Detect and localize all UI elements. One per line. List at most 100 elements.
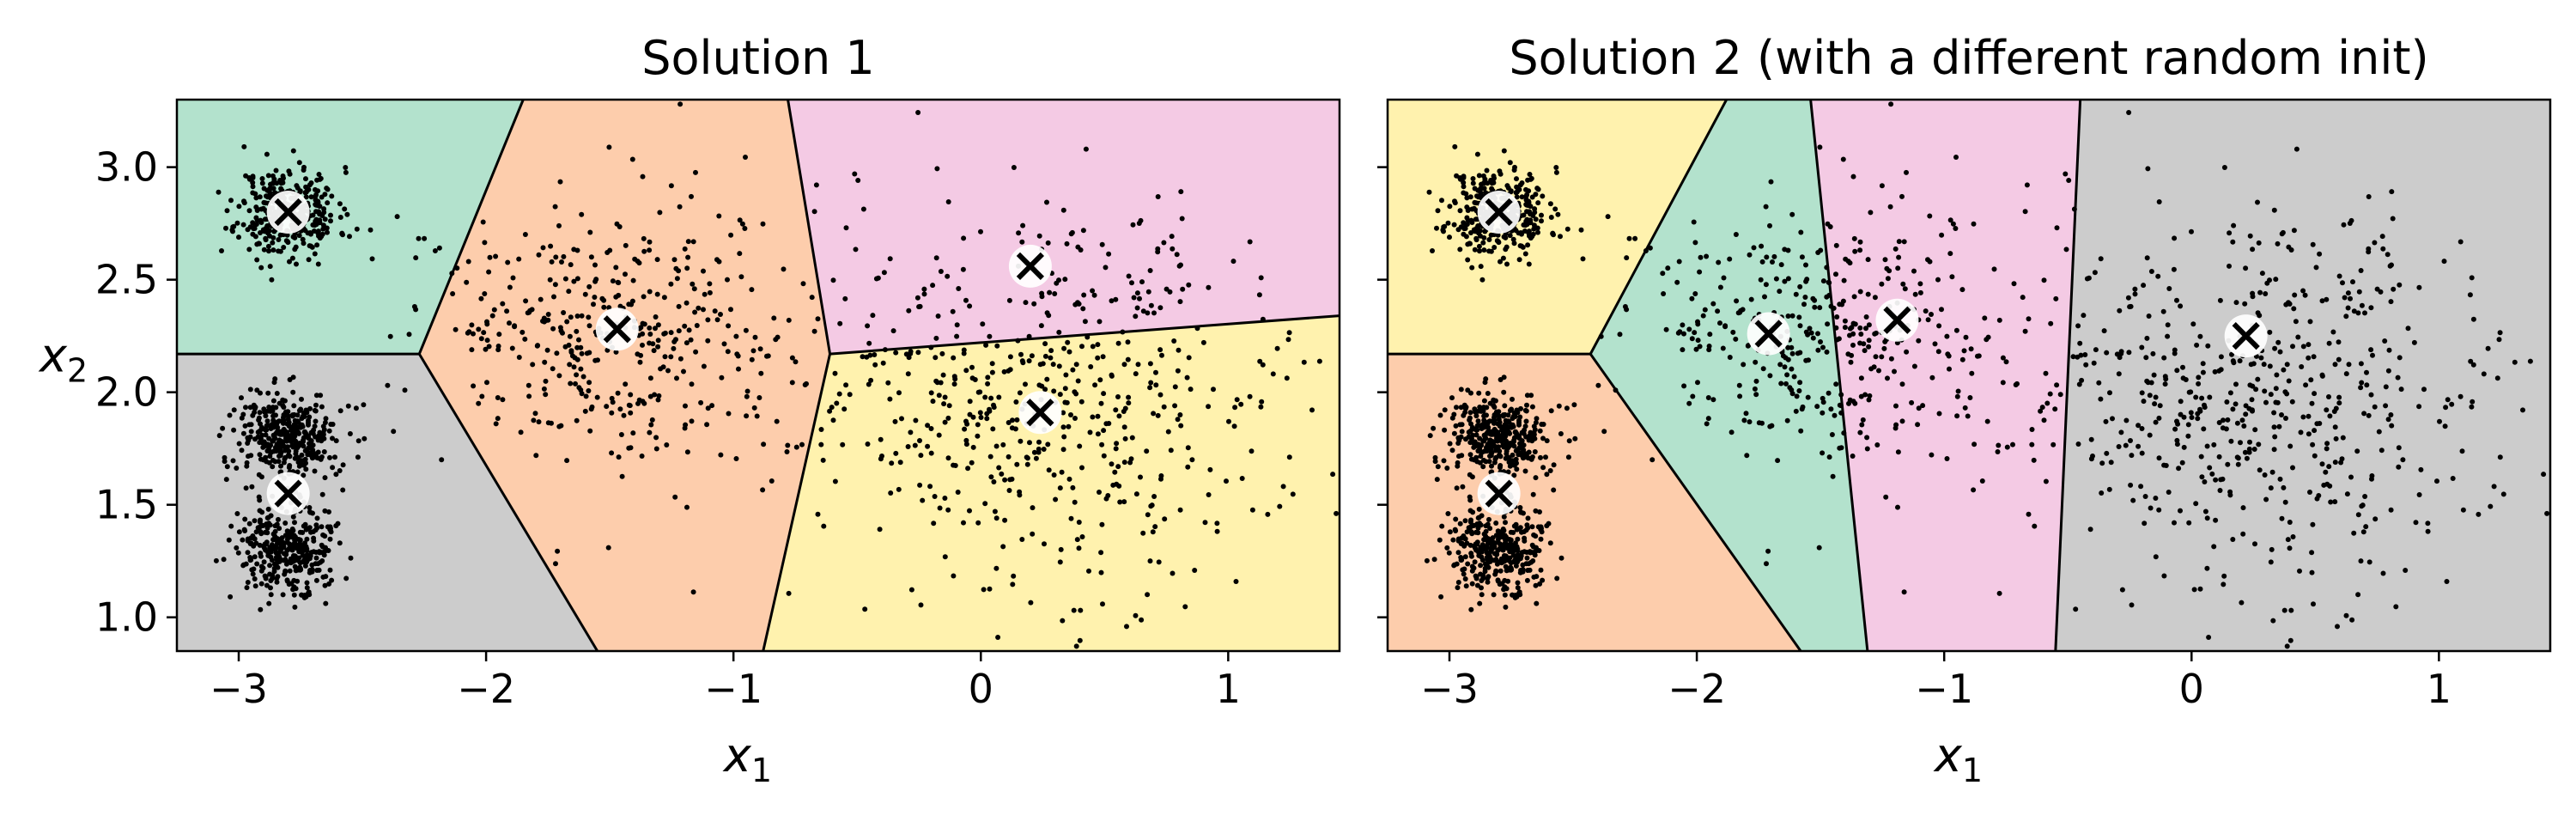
- data-point: [1803, 278, 1809, 284]
- data-point: [1482, 423, 1488, 429]
- data-point: [552, 282, 558, 288]
- data-point: [255, 434, 261, 440]
- data-point: [2336, 400, 2342, 406]
- data-point: [219, 248, 224, 253]
- data-point: [1773, 276, 1779, 282]
- centroid-x-icon: [1485, 479, 1513, 508]
- data-point: [1533, 420, 1539, 425]
- data-point: [1485, 447, 1491, 453]
- data-point: [616, 292, 622, 298]
- data-point: [1492, 456, 1498, 462]
- data-point: [2156, 199, 2162, 204]
- data-point: [1893, 422, 1899, 428]
- data-point: [749, 356, 755, 362]
- data-point: [484, 338, 490, 344]
- data-point: [1847, 332, 1852, 338]
- data-point: [1176, 347, 1182, 353]
- data-point: [1909, 399, 1915, 405]
- data-point: [246, 247, 252, 253]
- data-point: [2139, 390, 2145, 396]
- data-point: [321, 449, 327, 454]
- data-point: [985, 374, 991, 381]
- data-point: [1177, 412, 1183, 417]
- data-point: [1461, 566, 1467, 572]
- data-point: [1601, 429, 1607, 435]
- data-point: [1815, 331, 1820, 337]
- data-point: [251, 402, 257, 408]
- data-point: [1065, 339, 1071, 345]
- data-point: [1485, 180, 1491, 186]
- data-point: [579, 211, 585, 217]
- data-point: [716, 259, 722, 265]
- data-point: [716, 213, 722, 219]
- data-point: [1486, 237, 1492, 242]
- data-point: [1518, 405, 1523, 411]
- data-point: [2233, 381, 2239, 387]
- data-point: [2366, 194, 2372, 199]
- data-point: [270, 575, 276, 581]
- data-point: [1796, 388, 1802, 393]
- data-point: [263, 427, 269, 433]
- data-point: [721, 341, 727, 347]
- data-point: [266, 600, 272, 606]
- data-point: [1516, 589, 1522, 595]
- data-point: [676, 328, 682, 334]
- data-point: [2144, 255, 2150, 261]
- data-point: [325, 524, 331, 530]
- data-point: [2359, 302, 2365, 308]
- data-point: [1763, 282, 1769, 288]
- data-point: [296, 463, 302, 469]
- data-point: [545, 312, 551, 317]
- data-point: [1762, 294, 1767, 300]
- data-point: [906, 307, 912, 314]
- data-point: [1834, 314, 1840, 320]
- data-point: [1036, 382, 1042, 388]
- data-point: [1042, 353, 1048, 359]
- data-point: [280, 592, 286, 598]
- data-point: [471, 331, 476, 337]
- data-point: [2309, 550, 2315, 556]
- data-point: [592, 295, 598, 300]
- data-point: [2343, 314, 2349, 320]
- data-point: [1136, 221, 1142, 226]
- data-point: [1917, 289, 1923, 295]
- data-point: [1226, 418, 1231, 424]
- data-point: [311, 529, 316, 534]
- data-point: [2128, 438, 2133, 443]
- data-point: [265, 390, 271, 396]
- data-point: [653, 326, 658, 332]
- data-point: [1518, 230, 1524, 235]
- data-point: [2385, 417, 2391, 423]
- data-point: [296, 537, 302, 543]
- data-point: [969, 460, 975, 466]
- data-point: [1455, 463, 1461, 469]
- data-point: [293, 568, 299, 574]
- data-point: [1881, 345, 1887, 351]
- data-point: [852, 171, 858, 177]
- data-point: [1847, 260, 1853, 266]
- data-point: [681, 368, 686, 374]
- data-point: [307, 556, 313, 562]
- data-point: [1009, 476, 1015, 482]
- data-point: [292, 563, 298, 569]
- data-point: [343, 169, 349, 175]
- data-point: [2358, 558, 2364, 564]
- data-point: [2242, 449, 2248, 455]
- data-point: [2323, 469, 2329, 475]
- data-point: [1459, 429, 1465, 435]
- data-point: [2271, 410, 2277, 416]
- data-point: [1157, 392, 1163, 398]
- data-point: [2476, 511, 2482, 517]
- chart-title: Solution 2 (with a different random init…: [1509, 31, 2428, 85]
- data-point: [1455, 550, 1461, 556]
- data-point: [637, 359, 643, 365]
- data-point: [2151, 372, 2157, 378]
- data-point: [1069, 229, 1075, 235]
- data-point: [993, 443, 999, 449]
- data-point: [266, 460, 272, 466]
- data-point: [641, 400, 647, 406]
- data-point: [930, 283, 936, 289]
- data-point: [2231, 222, 2237, 228]
- data-point: [606, 305, 612, 311]
- data-point: [2247, 439, 2252, 445]
